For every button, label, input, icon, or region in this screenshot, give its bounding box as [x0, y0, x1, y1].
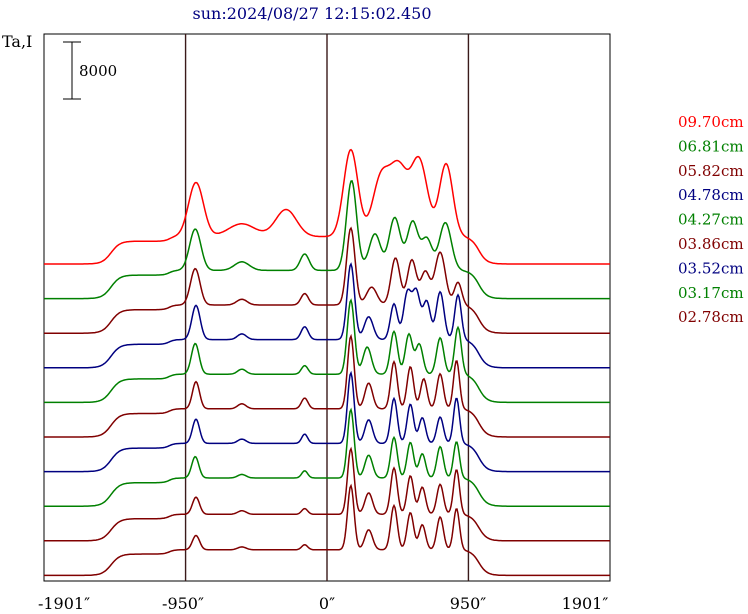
- x-tick-label: -1901″: [38, 594, 90, 613]
- legend-entry: 09.70cm: [678, 113, 744, 131]
- x-tick-label: 0″: [319, 594, 335, 613]
- trace-09.70cm: [44, 148, 610, 265]
- legend-entry: 03.17cm: [678, 284, 744, 302]
- trace-03.52cm: [44, 370, 610, 473]
- trace-03.17cm: [44, 407, 610, 507]
- trace-04.27cm: [44, 298, 610, 404]
- legend-entry: 04.78cm: [678, 186, 744, 204]
- scale-bar-label: 8000: [79, 62, 117, 80]
- legend: 09.70cm 06.81cm 05.82cm 04.78cm 04.27cm 03.86…: [678, 113, 744, 326]
- trace-02.78cm: [44, 446, 610, 542]
- trace-06.81cm: [44, 180, 610, 300]
- trace-05.82cm: [44, 226, 610, 334]
- trace-03.86cm: [44, 333, 610, 438]
- legend-entry: 04.27cm: [678, 211, 744, 229]
- legend-entry: 02.78cm: [678, 308, 744, 326]
- legend-entry: 05.82cm: [678, 162, 744, 180]
- chart-title: sun:2024/08/27 12:15:02.450: [193, 4, 432, 23]
- x-tick-label: -950″: [162, 594, 204, 613]
- scale-bar: 8000: [63, 41, 117, 100]
- legend-entry: 03.52cm: [678, 259, 744, 277]
- x-tick-labels: -1901″ -950″ 0″ 950″ 1901″: [38, 594, 608, 613]
- trace-series-9: [44, 483, 610, 577]
- y-axis-label: Ta,I: [2, 32, 32, 51]
- legend-entry: 06.81cm: [678, 137, 744, 155]
- legend-entry: 03.86cm: [678, 235, 744, 253]
- trace-04.78cm: [44, 262, 610, 369]
- traces: [44, 148, 610, 577]
- x-tick-label: 1901″: [562, 594, 609, 613]
- x-tick-label: 950″: [450, 594, 487, 613]
